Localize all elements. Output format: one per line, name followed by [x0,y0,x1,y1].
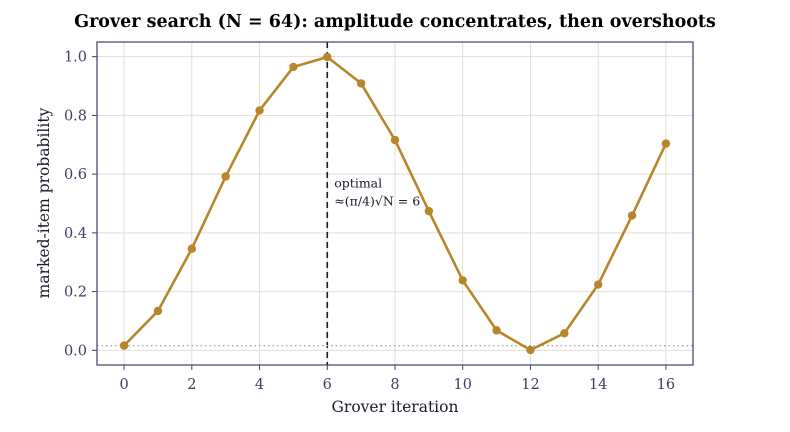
x-tick-label: 14 [589,377,607,393]
series-layer [119,52,671,355]
reference-lines [97,42,693,365]
annotation: optimal ≈(π/4)√N = 6 [334,175,420,208]
chart-title: Grover search (N = 64): amplitude concen… [74,12,716,32]
y-tick-label: 0.4 [64,226,87,242]
x-tick-label: 8 [390,377,399,393]
annotation-line-2: ≈(π/4)√N = 6 [334,193,420,208]
x-tick-label: 2 [187,377,196,393]
x-tick-label: 12 [521,377,539,393]
data-point [323,52,332,62]
x-tick-label: 4 [255,377,264,393]
data-point [627,211,637,220]
data-point [560,329,569,338]
data-point [119,341,129,350]
y-axis-label: marked-item probability [35,107,53,298]
y-tick-label: 0.8 [64,108,87,124]
x-tick-label: 6 [323,377,332,393]
data-point [593,280,603,289]
y-tick-label: 0.6 [64,167,87,183]
data-point [187,244,197,253]
data-point [289,62,298,72]
x-tick-label: 10 [454,377,472,393]
data-point [526,345,535,355]
y-tick-label: 1.0 [64,50,87,66]
data-point [255,106,264,115]
data-point [458,276,467,285]
x-tick-label: 16 [657,377,675,393]
x-tick-label: 0 [119,377,128,393]
y-tick-label: 0.2 [64,285,87,301]
annotation-line-1: optimal [334,175,382,190]
data-point [424,206,434,216]
data-point [661,139,671,148]
data-point [153,306,163,316]
data-point [390,135,400,145]
x-axis-label: Grover iteration [332,398,459,416]
data-point [492,326,501,335]
data-point [356,79,366,88]
tick-layer: 0 2 4 6 8 10 12 14 16 0.0 0.2 0.4 0.6 0.8 1.0 [64,50,675,393]
grid-layer [97,42,693,365]
data-point [221,172,230,181]
y-tick-label: 0.0 [64,343,87,359]
